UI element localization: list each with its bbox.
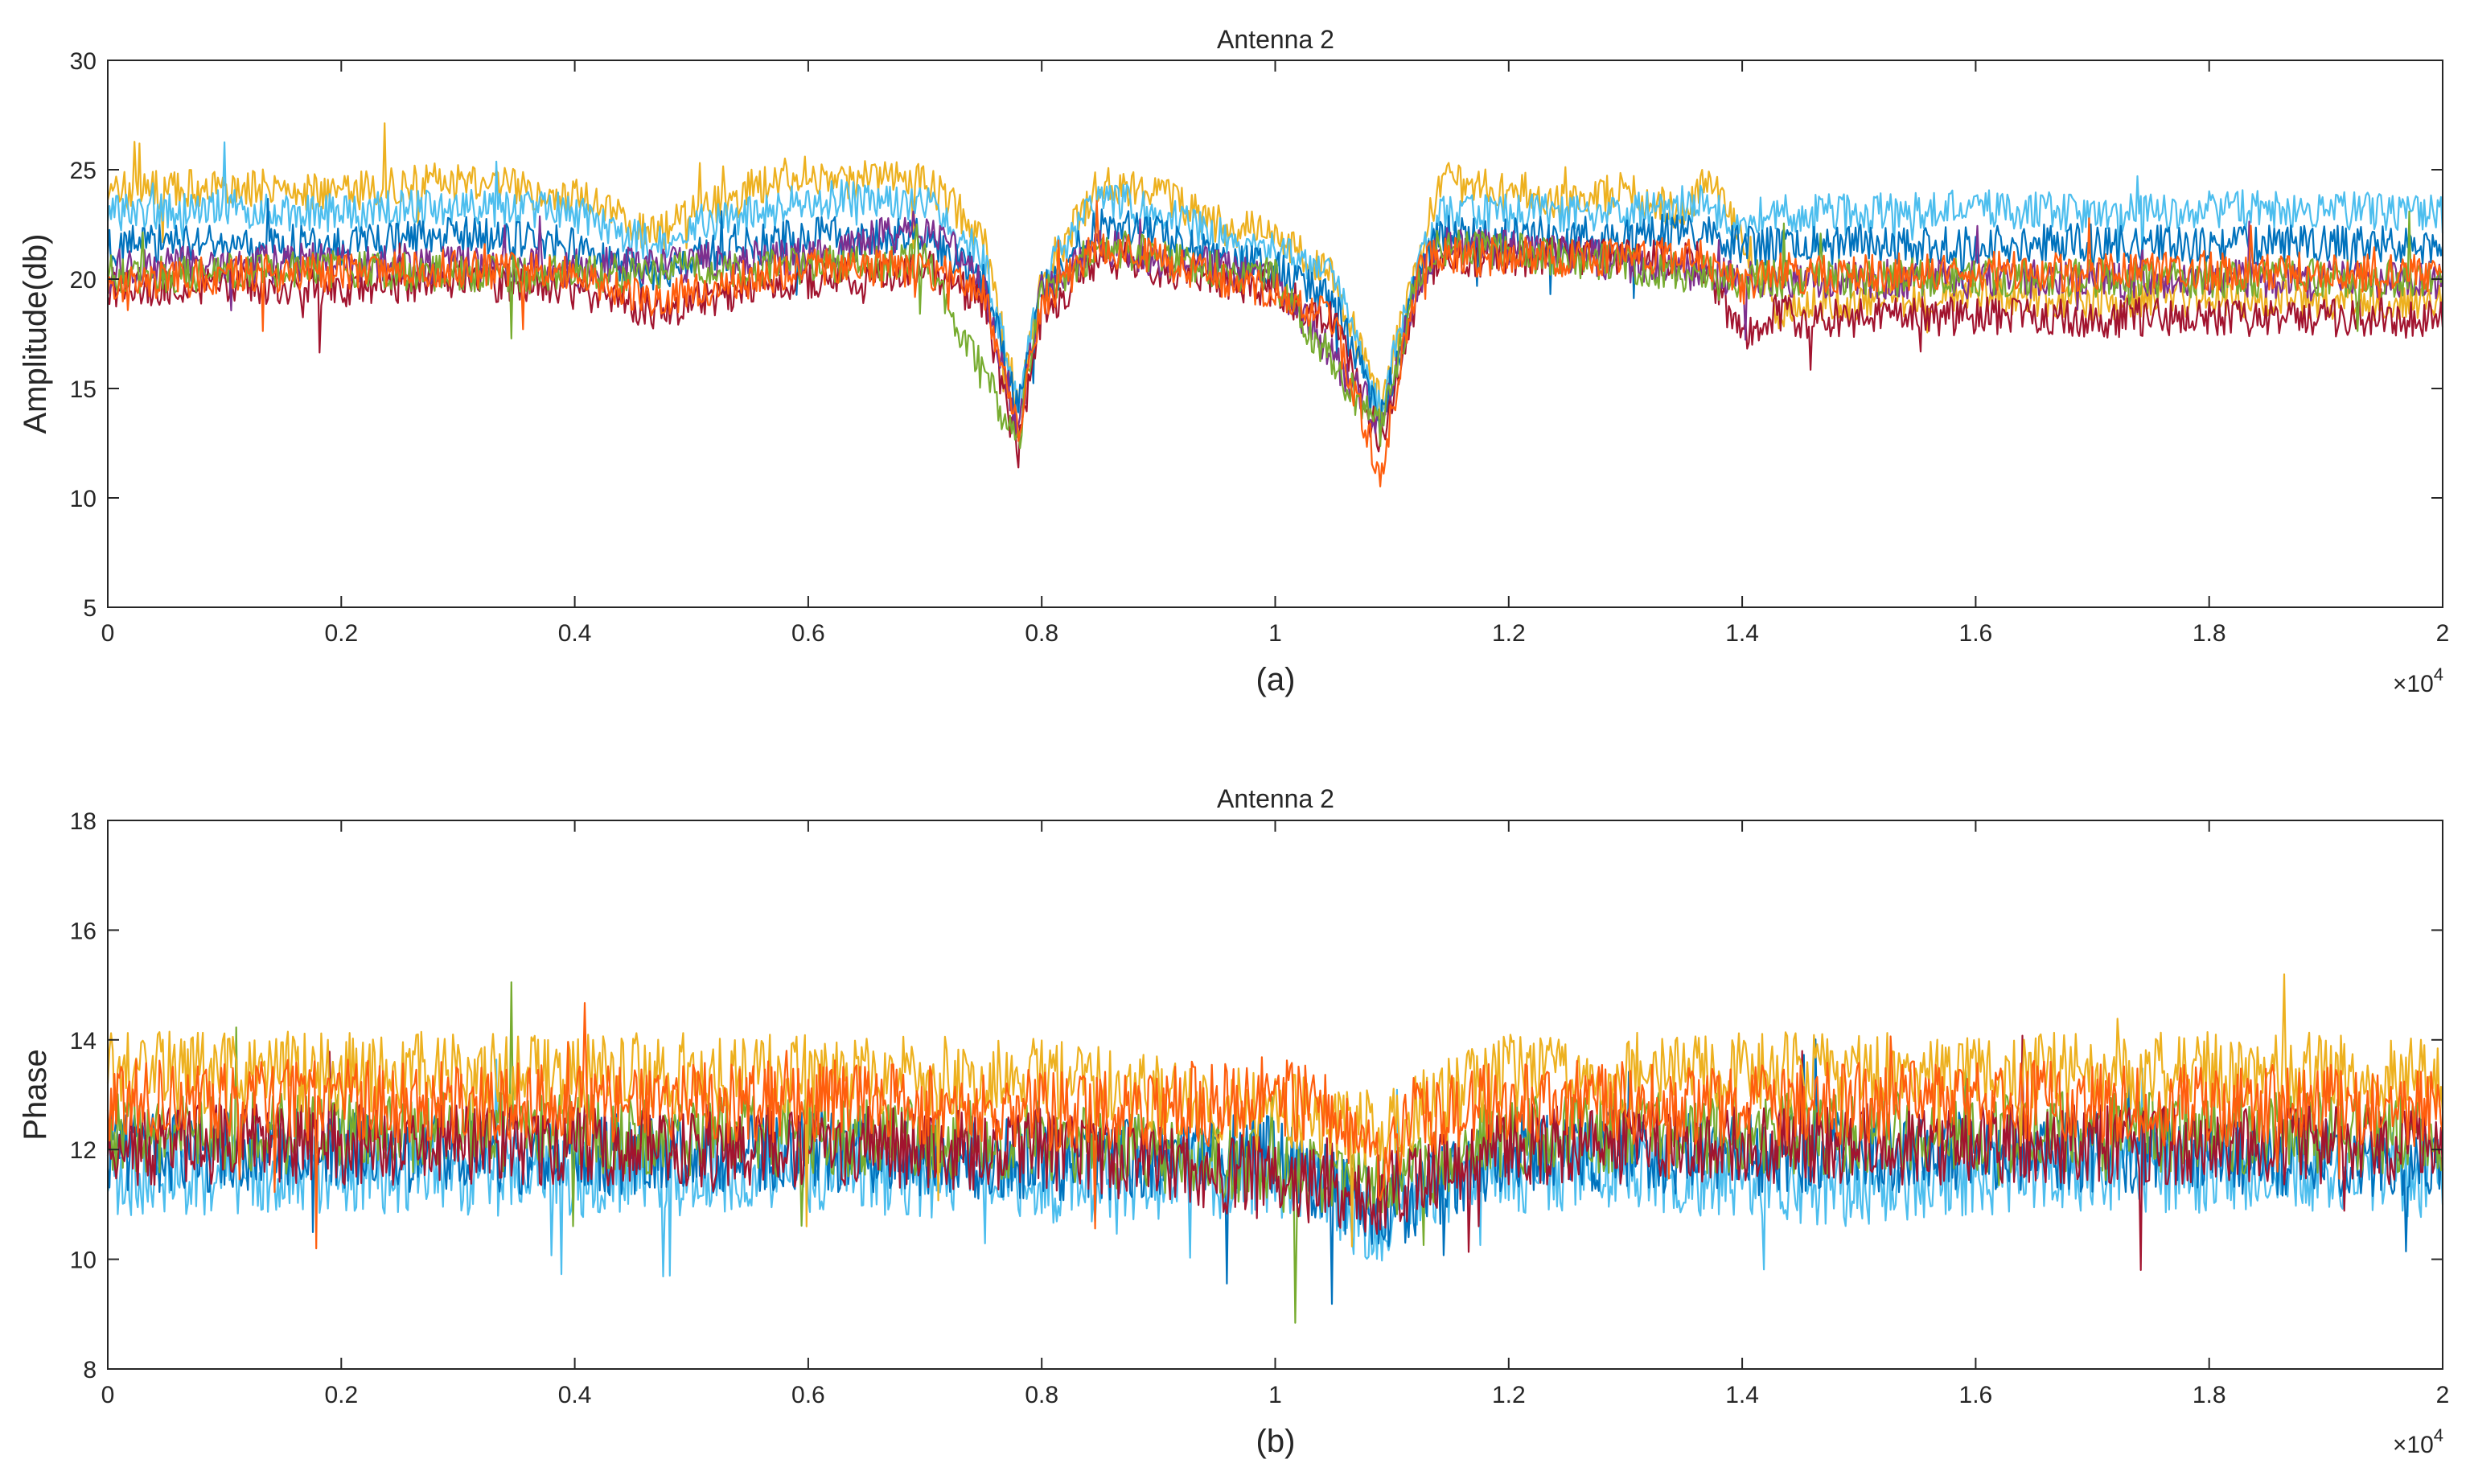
- chart-a-series-1: [106, 141, 2444, 421]
- chart-a-xtick-label: 0.4: [558, 620, 592, 647]
- chart-b-xtick-label: 1.4: [1725, 1382, 1759, 1408]
- chart-a-xtick-label: 2: [2436, 620, 2450, 647]
- chart-b-xtick-label: 2: [2436, 1382, 2450, 1408]
- chart-a-xtick-label: 1.8: [2193, 620, 2226, 647]
- chart-b-xtick-label: 1.8: [2193, 1382, 2226, 1408]
- chart-a-x-exponent-power: 4: [2434, 664, 2443, 684]
- chart-b-xtick-label: 0.4: [558, 1382, 592, 1408]
- chart-b-ytick-label: 18: [70, 808, 97, 835]
- chart-b-xticks: 0 0.2 0.4 0.6 0.8 1 1.2 1.4 1.6 1.8 2: [101, 820, 2450, 1408]
- chart-b-xtick-label: 1: [1268, 1382, 1282, 1408]
- chart-a-xtick-label: 1.2: [1492, 620, 1526, 647]
- chart-b-xtick-label: 1.6: [1959, 1382, 1993, 1408]
- chart-b: Antenna 2 0 0.2 0.4 0.6 0.8 1 1.2 1.4 1.6 1.8 2 8 1…: [18, 784, 2449, 1459]
- chart-a-series-6: [106, 199, 2443, 487]
- chart-a-ytick-label: 15: [70, 376, 97, 403]
- chart-a-ytick-label: 5: [83, 595, 97, 622]
- chart-b-x-exponent-base: ×10: [2393, 1432, 2434, 1458]
- chart-a-xtick-label: 1: [1268, 620, 1282, 647]
- chart-a-ytick-label: 20: [70, 267, 97, 294]
- chart-a-ytick-label: 30: [70, 48, 97, 75]
- chart-b-ytick-label: 12: [70, 1137, 97, 1164]
- chart-a-xtick-label: 0.2: [324, 620, 358, 647]
- chart-a-caption: (a): [1256, 662, 1296, 697]
- chart-a-x-exponent: ×104: [2393, 664, 2443, 697]
- chart-b-ytick-label: 8: [83, 1357, 97, 1383]
- chart-b-x-exponent: ×104: [2393, 1425, 2443, 1458]
- chart-a-plot: [106, 122, 2444, 487]
- chart-a-xtick-label: 0.6: [791, 620, 825, 647]
- chart-b-xtick-label: 0.2: [324, 1382, 358, 1408]
- chart-a-xticks: 0 0.2 0.4 0.6 0.8 1 1.2 1.4 1.6 1.8 2: [101, 60, 2450, 647]
- chart-b-x-exponent-power: 4: [2434, 1425, 2443, 1445]
- chart-a-xtick-label: 1.6: [1959, 620, 1993, 647]
- chart-b-xtick-label: 0.6: [791, 1382, 825, 1408]
- chart-a-ytick-label: 10: [70, 486, 97, 512]
- chart-a-title: Antenna 2: [1217, 25, 1334, 54]
- chart-b-ytick-label: 16: [70, 918, 97, 944]
- chart-b-ytick-label: 10: [70, 1248, 97, 1274]
- chart-b-caption: (b): [1256, 1424, 1296, 1459]
- chart-a-ytick-label: 25: [70, 158, 97, 184]
- chart-b-ytick-label: 14: [70, 1028, 97, 1054]
- chart-b-xtick-label: 0.8: [1025, 1382, 1058, 1408]
- chart-b-series-1: [106, 1038, 2444, 1305]
- chart-b-plot: [106, 973, 2444, 1324]
- chart-a-xtick-label: 1.4: [1725, 620, 1759, 647]
- chart-b-xtick-label: 1.2: [1492, 1382, 1526, 1408]
- chart-b-ylabel: Phase: [18, 1049, 53, 1140]
- chart-a-yticks: 5 10 15 20 25 30: [70, 48, 2443, 622]
- chart-b-yticks: 8 10 12 14 16 18: [70, 808, 2443, 1383]
- chart-a-xtick-label: 0.8: [1025, 620, 1058, 647]
- chart-b-series-3: [106, 1034, 2444, 1272]
- chart-b-title: Antenna 2: [1217, 784, 1334, 813]
- chart-b-series-4: [106, 973, 2444, 1248]
- chart-a-xtick-label: 0: [101, 620, 115, 647]
- chart-a-ylabel: Amplitude(db): [18, 233, 53, 434]
- chart-b-series-5: [106, 1001, 2444, 1250]
- chart-a-x-exponent-base: ×10: [2393, 671, 2434, 697]
- chart-b-xtick-label: 0: [101, 1382, 115, 1408]
- chart-a: Antenna 2 0 0.2 0.4 0.6 0.8 1 1.2 1.4 1.6 1.8 2 5 1…: [18, 25, 2449, 697]
